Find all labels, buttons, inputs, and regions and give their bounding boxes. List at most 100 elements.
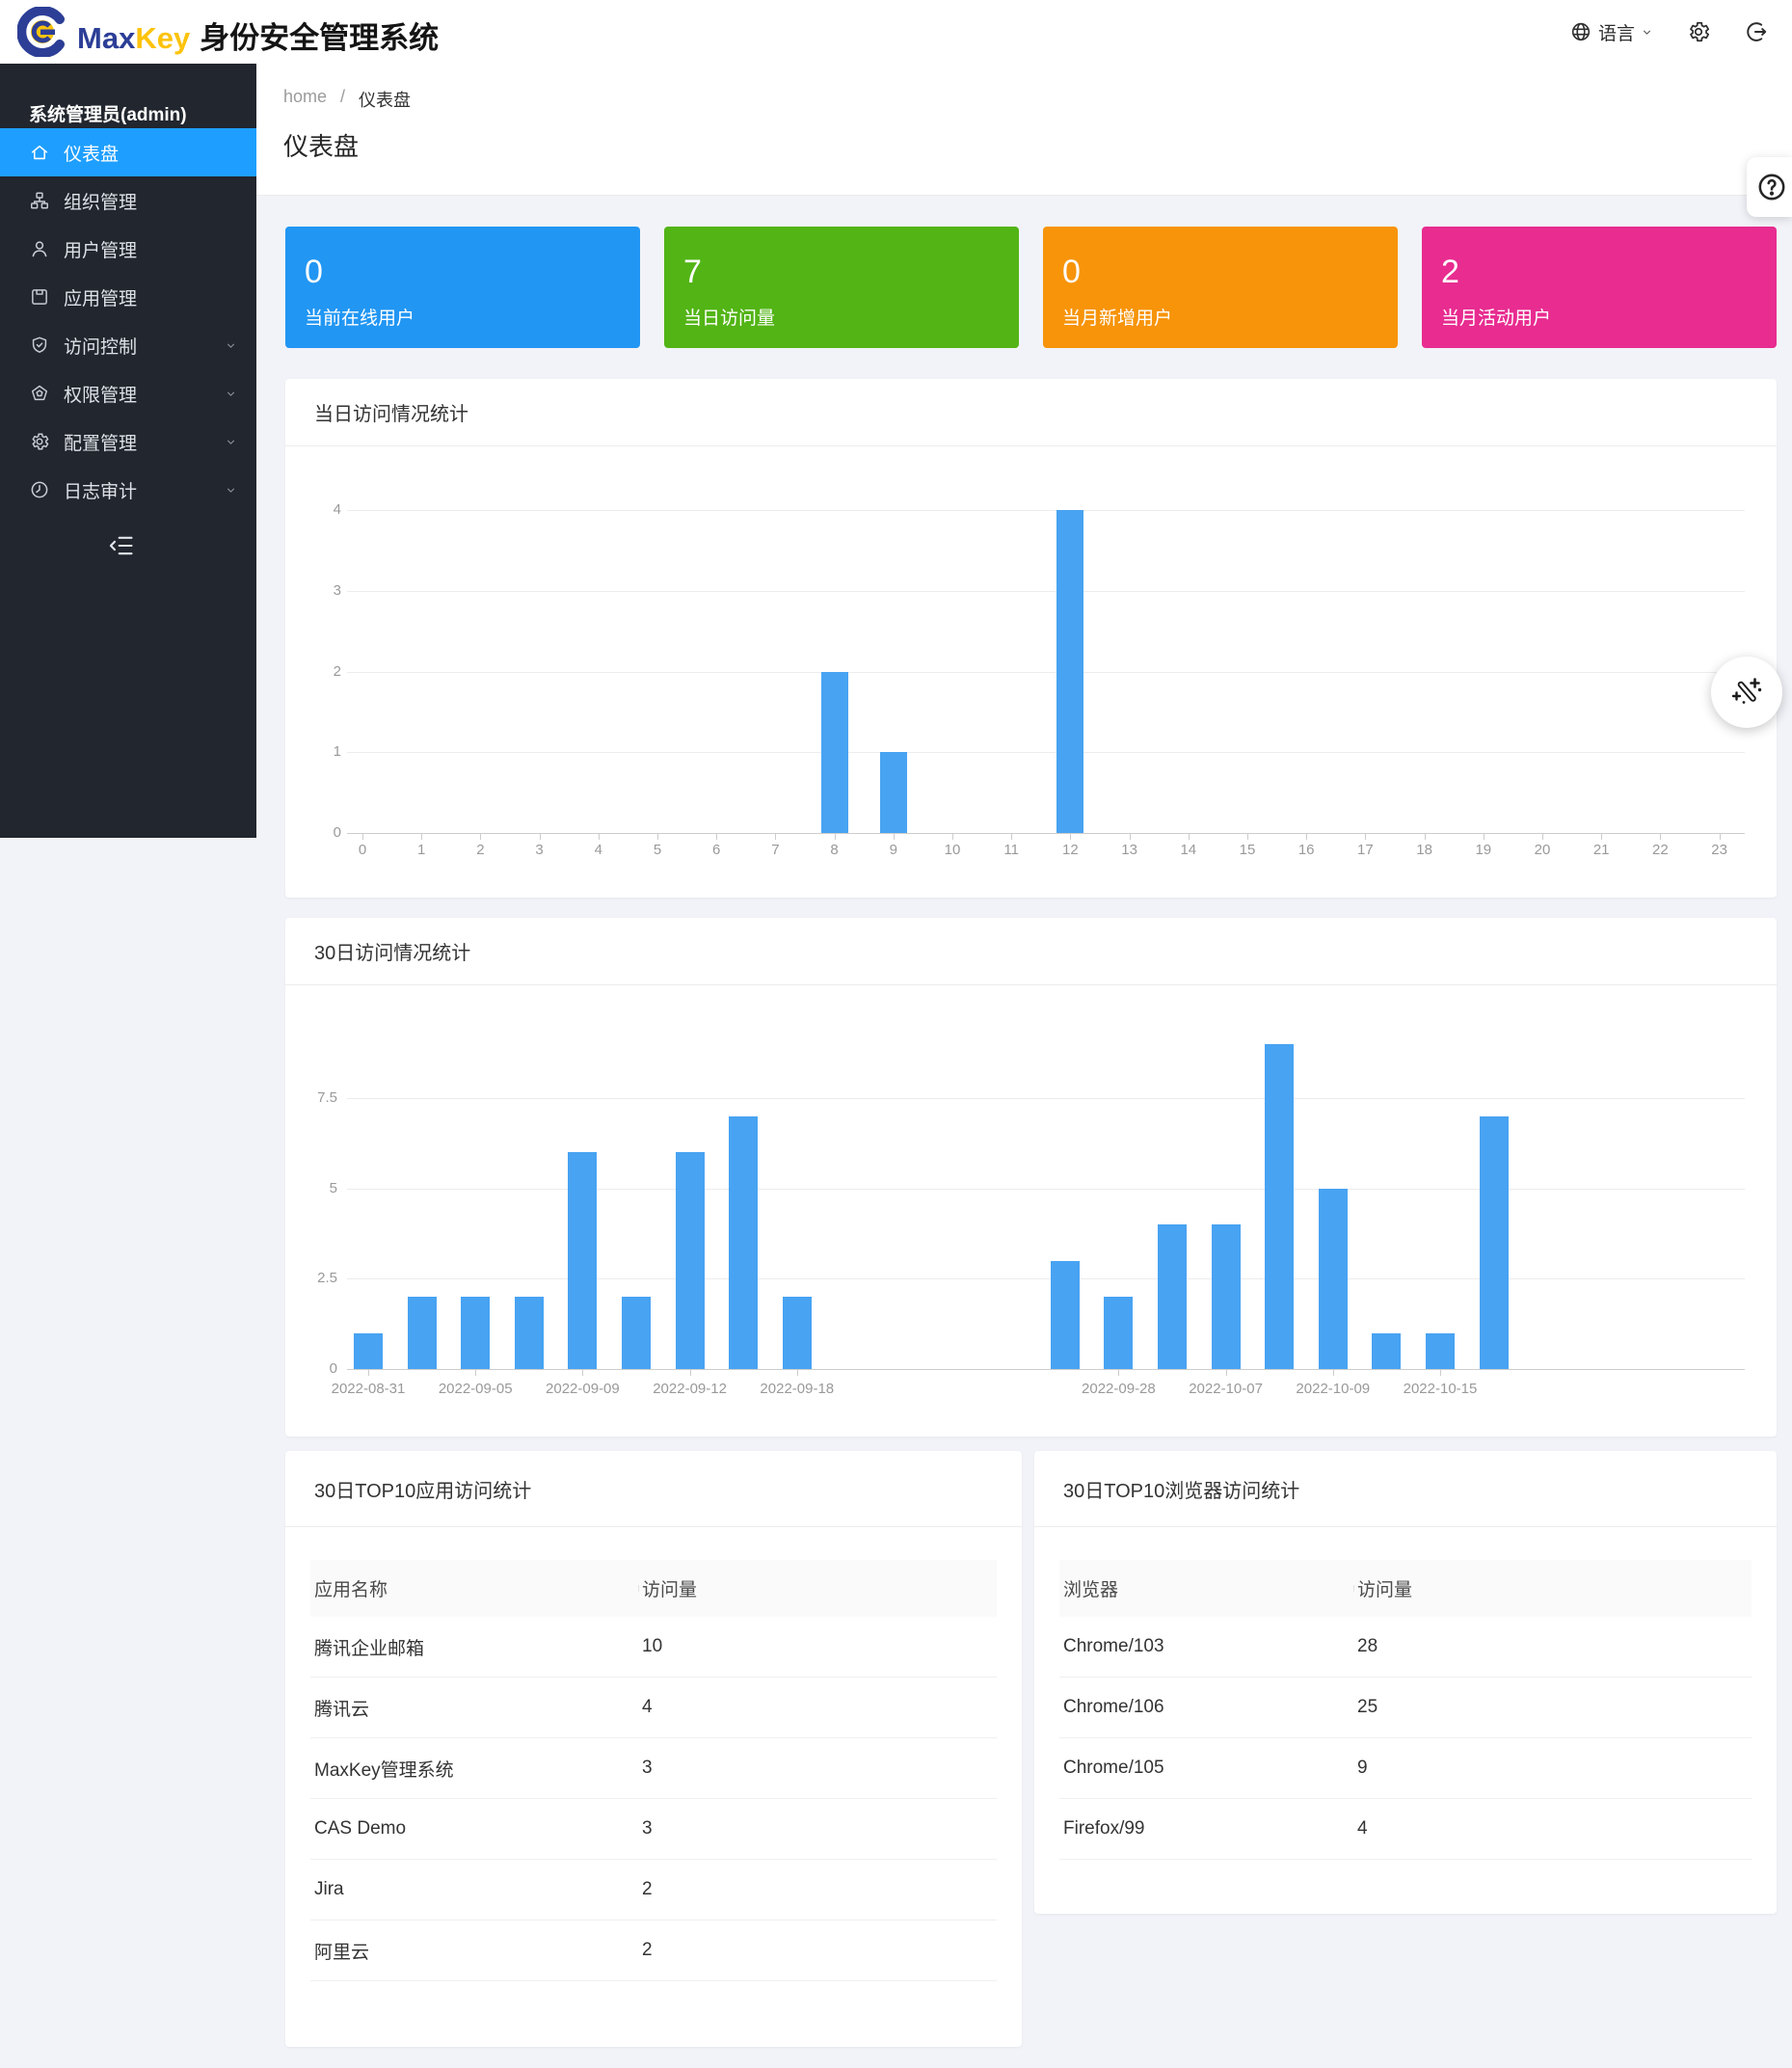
breadcrumb-separator: / xyxy=(340,87,346,106)
x-axis-label: 22 xyxy=(1652,842,1669,858)
visits-cell: 4 xyxy=(642,1697,653,1717)
logout-button[interactable] xyxy=(1744,19,1769,44)
name-cell: Firefox/99 xyxy=(1063,1818,1145,1839)
bar-day-4 xyxy=(568,1152,598,1369)
x-axis-line xyxy=(347,1369,1745,1370)
column-header: 访问量 xyxy=(1353,1575,1752,1601)
table-header-row: 应用名称 访问量 xyxy=(310,1560,997,1617)
bar-day-20 xyxy=(1426,1332,1455,1369)
x-axis-label: 13 xyxy=(1121,842,1137,858)
x-axis-label: 20 xyxy=(1534,842,1551,858)
visits-cell: 2 xyxy=(642,1940,653,1960)
x-axis-label: 3 xyxy=(535,842,544,858)
x-axis-tick xyxy=(1188,834,1190,840)
language-label: 语言 xyxy=(1597,23,1635,44)
chevron-down-icon xyxy=(225,388,237,400)
visits-cell: 10 xyxy=(642,1636,663,1656)
bar-day-1 xyxy=(407,1297,437,1369)
x-axis-tick xyxy=(834,834,836,840)
y-axis-label: 4 xyxy=(333,501,341,518)
clock-icon xyxy=(29,479,50,500)
monthly-visits-chart: 0 2.5 5 7.5 2022-08-31 2022-09-05 2022-09-09 20… xyxy=(285,918,1777,1437)
sidebar-item-audit-log[interactable]: 日志审计 xyxy=(0,466,256,514)
x-axis-tick xyxy=(716,834,718,840)
x-axis-tick xyxy=(1424,834,1426,840)
card-title: 30日访问情况统计 xyxy=(314,943,471,964)
magic-wand-icon xyxy=(1731,678,1762,704)
chevron-down-icon xyxy=(225,484,237,497)
x-axis-tick xyxy=(368,1370,369,1376)
stat-value: 0 xyxy=(305,254,323,290)
stat-label: 当日访问量 xyxy=(683,309,776,329)
sidebar-item-users[interactable]: 用户管理 xyxy=(0,225,256,273)
sidebar-item-label: 仪表盘 xyxy=(64,144,120,165)
sidebar-item-organizations[interactable]: 组织管理 xyxy=(0,176,256,225)
x-axis-label: 8 xyxy=(830,842,839,858)
sidebar-item-label: 用户管理 xyxy=(64,240,138,261)
breadcrumb-home[interactable]: home xyxy=(283,87,328,106)
brand-title: MaxKey 身份安全管理系统 xyxy=(77,21,440,55)
app-header: MaxKey 身份安全管理系统 语言 xyxy=(0,0,1792,64)
chevron-down-icon xyxy=(225,339,237,352)
x-axis-tick xyxy=(893,834,895,840)
card-title: 30日TOP10应用访问统计 xyxy=(314,1481,532,1502)
bar-hour-8 xyxy=(820,671,848,833)
name-cell: Jira xyxy=(314,1879,344,1899)
chevron-down-icon xyxy=(225,436,237,448)
help-button[interactable] xyxy=(1747,157,1792,217)
x-axis-tick xyxy=(1542,834,1543,840)
table-row: 阿里云 2 xyxy=(310,1920,997,1981)
language-selector[interactable]: 语言 xyxy=(1569,19,1653,45)
x-axis-tick xyxy=(1719,834,1721,840)
y-axis-label: 7.5 xyxy=(317,1088,337,1106)
shield-icon xyxy=(29,335,50,356)
table-row: Chrome/103 28 xyxy=(1059,1617,1752,1678)
x-axis-tick xyxy=(1306,834,1308,840)
x-axis-label: 7 xyxy=(771,842,780,858)
question-icon xyxy=(1755,171,1788,203)
divider xyxy=(285,1526,1022,1527)
home-icon xyxy=(29,142,50,163)
stat-card-new-users: 0 当月新增用户 xyxy=(1043,227,1398,348)
x-axis-tick xyxy=(480,834,482,840)
bar-hour-12 xyxy=(1056,510,1084,833)
stat-label: 当月活动用户 xyxy=(1441,309,1552,329)
x-axis-label: 18 xyxy=(1416,842,1432,858)
x-axis-tick xyxy=(1118,1370,1120,1376)
bar-day-21 xyxy=(1479,1115,1509,1369)
y-axis-label: 5 xyxy=(329,1179,337,1196)
x-axis-label: 2022-08-31 xyxy=(331,1381,406,1397)
table-row: Firefox/99 4 xyxy=(1059,1799,1752,1860)
sidebar-collapse-button[interactable] xyxy=(108,532,135,559)
sidebar-item-label: 配置管理 xyxy=(64,433,138,454)
user-icon xyxy=(29,238,50,259)
theme-wand-button[interactable] xyxy=(1711,657,1782,728)
globe-icon xyxy=(1569,20,1592,43)
table-row: MaxKey管理系统 3 xyxy=(310,1738,997,1799)
gear-icon xyxy=(29,431,50,452)
settings-button[interactable] xyxy=(1686,19,1711,44)
x-axis-line xyxy=(347,833,1745,834)
breadcrumb: home / 仪表盘 xyxy=(283,87,411,112)
table-row: Chrome/106 25 xyxy=(1059,1678,1752,1738)
sidebar-item-label: 组织管理 xyxy=(64,192,138,213)
sidebar-item-applications[interactable]: 应用管理 xyxy=(0,273,256,321)
visits-cell: 9 xyxy=(1357,1758,1368,1778)
sidebar-item-dashboard[interactable]: 仪表盘 xyxy=(0,128,256,176)
visits-cell: 3 xyxy=(642,1818,653,1839)
sidebar-item-permissions[interactable]: 权限管理 xyxy=(0,369,256,417)
maxkey-logo-icon xyxy=(16,6,67,58)
sidebar-item-config[interactable]: 配置管理 xyxy=(0,417,256,466)
divider xyxy=(285,984,1777,985)
x-axis-tick xyxy=(362,834,363,840)
x-axis-label: 2 xyxy=(476,842,485,858)
bar-day-6 xyxy=(675,1152,705,1369)
x-axis-label: 2022-09-12 xyxy=(653,1381,727,1397)
visits-cell: 4 xyxy=(1357,1818,1368,1839)
app-icon xyxy=(29,286,50,308)
sidebar-item-access-control[interactable]: 访问控制 xyxy=(0,321,256,369)
top-browsers-card: 30日TOP10浏览器访问统计 浏览器 访问量 Chrome/103 28 Chrome… xyxy=(1034,1451,1777,1914)
sidebar-item-label: 访问控制 xyxy=(64,336,138,358)
x-axis-label: 2022-10-09 xyxy=(1296,1381,1371,1397)
x-axis-tick xyxy=(1225,1370,1227,1376)
